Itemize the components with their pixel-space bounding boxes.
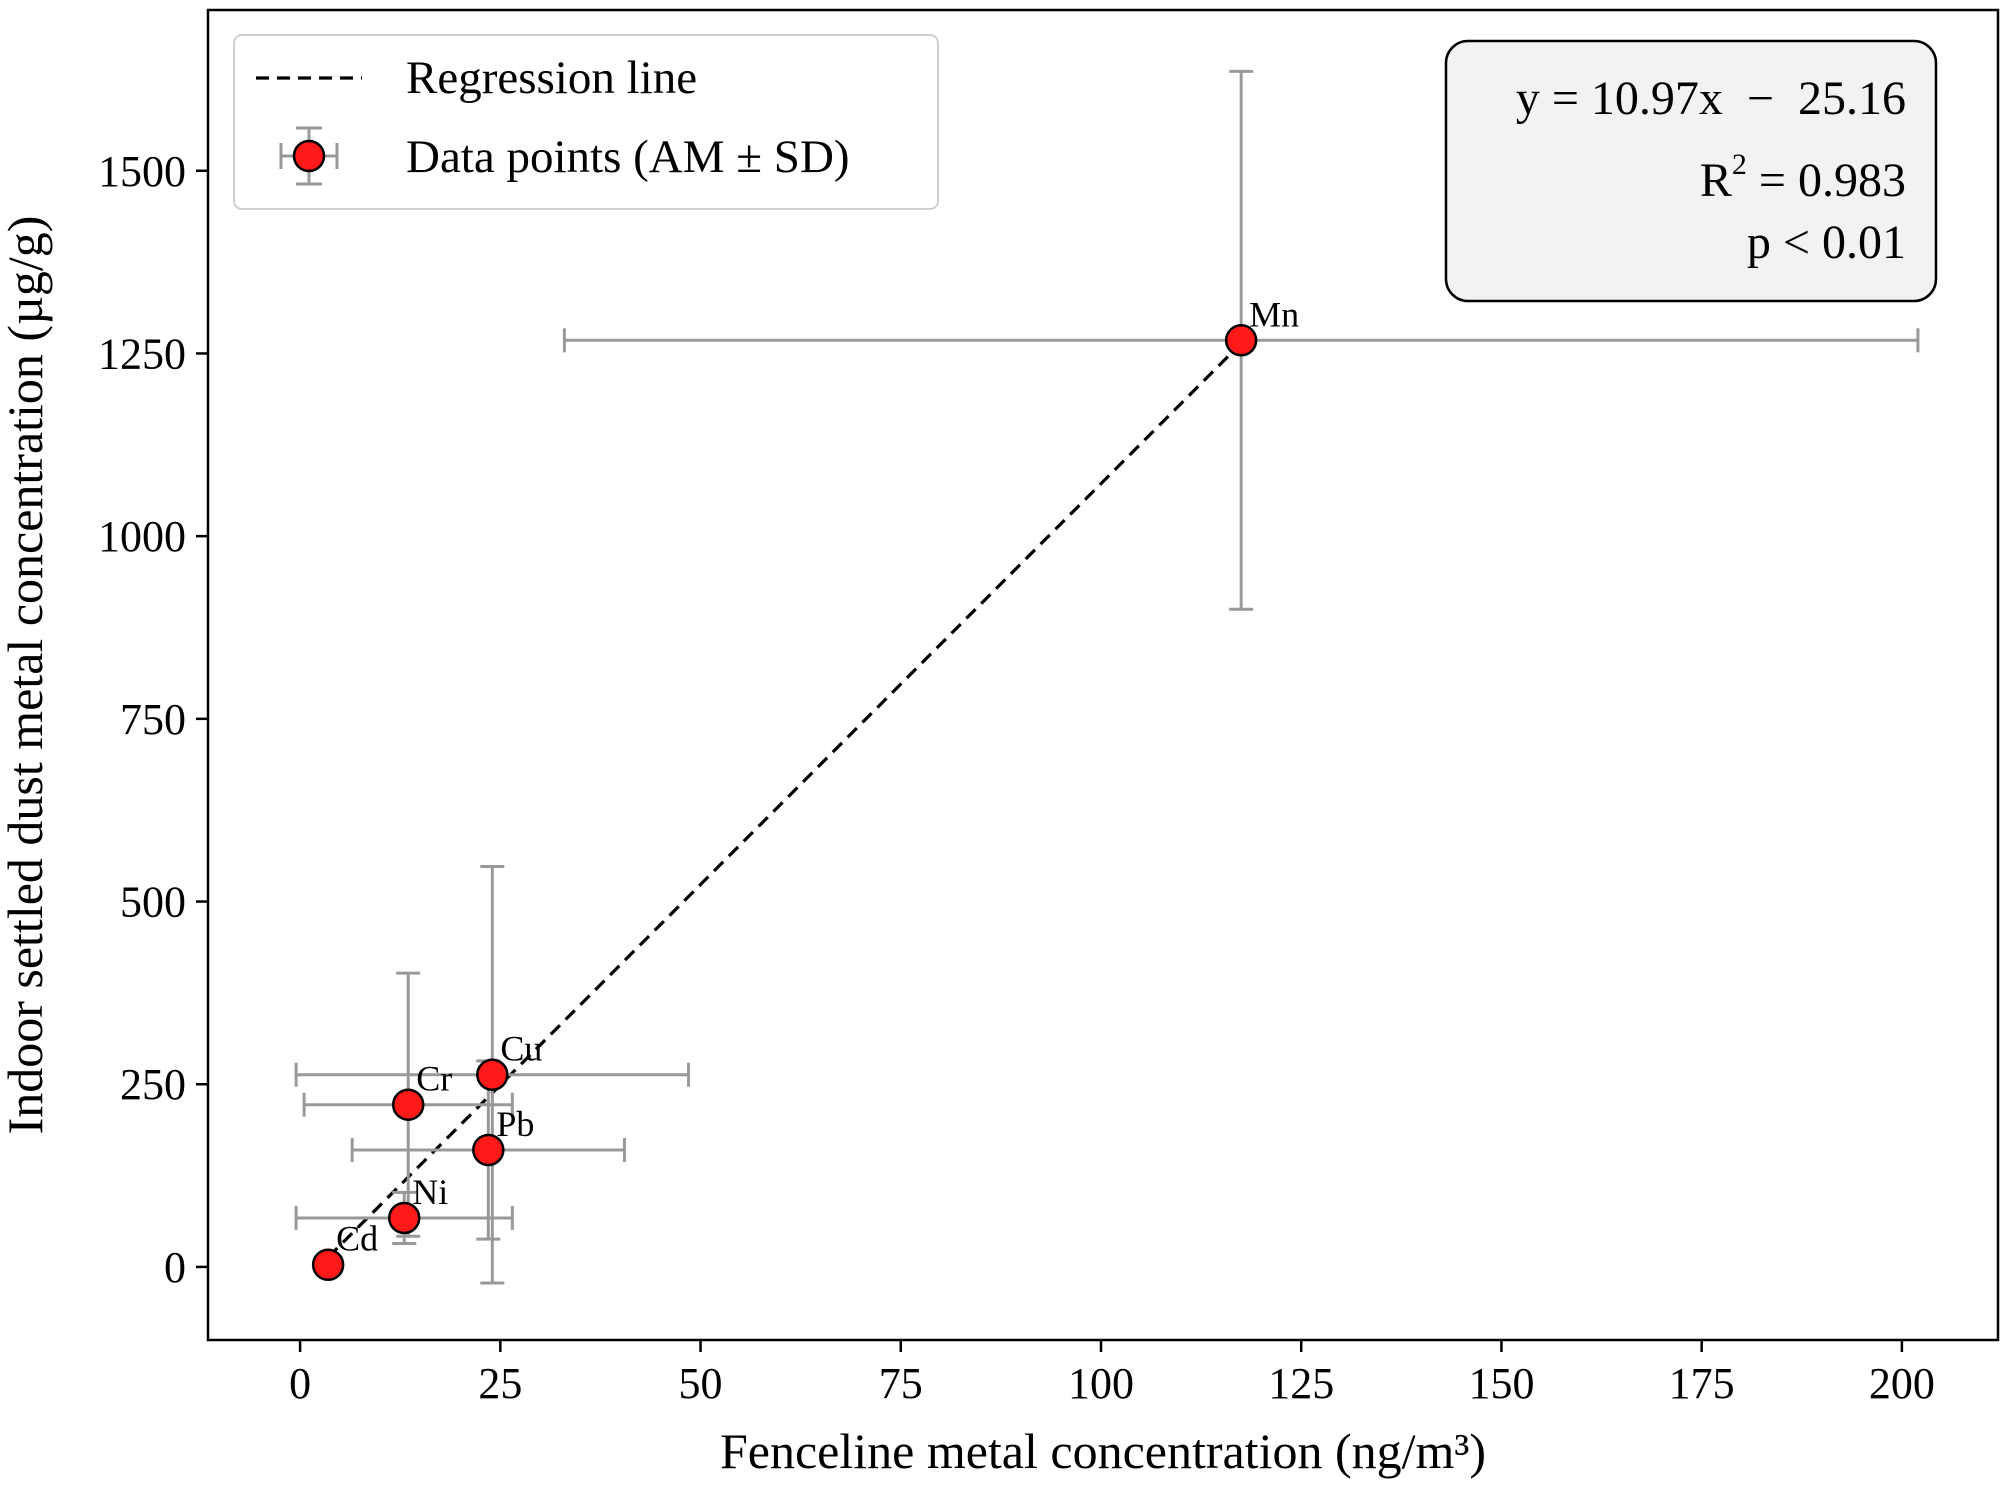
- r-squared-superscript: 2: [1732, 148, 1747, 181]
- y-axis-label: Indoor settled dust metal concentration …: [0, 216, 53, 1135]
- x-tick-label-150: 150: [1468, 1359, 1534, 1408]
- r-squared-text: R2 = 0.983: [1700, 148, 1906, 207]
- legend-entry-points: Data points (AM ± SD): [406, 131, 850, 183]
- x-tick-label-0: 0: [289, 1359, 311, 1408]
- data-point-cd: [311, 1248, 345, 1281]
- p-value-text: p < 0.01: [1747, 216, 1906, 269]
- point-label-ni: Ni: [412, 1172, 448, 1212]
- legend-errorbar-swatch: [279, 126, 339, 186]
- equation-box-frame: [1444, 39, 1938, 303]
- x-tick-label-200: 200: [1869, 1359, 1935, 1408]
- equation-box: y = 10.97x − 25.16 R2 = 0.983 p < 0.01: [1444, 39, 1938, 303]
- data-points: [311, 324, 1258, 1281]
- point-label-cu: Cu: [500, 1029, 542, 1069]
- r-squared-prefix: R: [1700, 154, 1732, 207]
- equation-text: y = 10.97x − 25.16: [1516, 72, 1906, 125]
- data-point-mn: [1224, 324, 1258, 357]
- x-tick-label-25: 25: [478, 1359, 522, 1408]
- y-tick-label-1000: 1000: [98, 512, 186, 561]
- point-labels: Cd Ni Cr Pb Cu Mn: [336, 294, 1299, 1258]
- data-point-pb: [472, 1133, 505, 1167]
- data-point-cr: [391, 1088, 425, 1121]
- legend-marker-swatch: [292, 139, 326, 173]
- y-tick-label-250: 250: [120, 1060, 186, 1109]
- x-axis: 0 25 50 75 100 125 150 175 200: [289, 1340, 1935, 1408]
- x-tick-label-175: 175: [1669, 1359, 1735, 1408]
- x-tick-label-125: 125: [1268, 1359, 1334, 1408]
- data-point-ni: [387, 1201, 421, 1235]
- point-label-cd: Cd: [336, 1219, 378, 1259]
- x-axis-label: Fenceline metal concentration (ng/m³): [720, 1423, 1486, 1479]
- point-label-pb: Pb: [496, 1104, 534, 1144]
- point-label-mn: Mn: [1249, 294, 1299, 334]
- y-tick-label-500: 500: [120, 878, 186, 927]
- legend-entry-regression: Regression line: [406, 52, 697, 104]
- y-tick-label-750: 750: [120, 695, 186, 744]
- y-tick-label-1250: 1250: [98, 329, 186, 378]
- y-axis: 0 250 500 750 1000 1250 1500: [98, 147, 208, 1292]
- legend-box: [233, 34, 939, 210]
- y-tick-label-0: 0: [164, 1243, 186, 1292]
- r-squared-value: = 0.983: [1747, 154, 1906, 207]
- x-tick-label-50: 50: [679, 1359, 723, 1408]
- x-tick-label-75: 75: [879, 1359, 923, 1408]
- legend: Regression line Data points (AM ± SD): [233, 34, 939, 210]
- data-point-cu: [476, 1058, 509, 1091]
- y-tick-label-1500: 1500: [98, 147, 186, 196]
- x-tick-label-100: 100: [1068, 1359, 1134, 1408]
- point-label-cr: Cr: [416, 1059, 452, 1099]
